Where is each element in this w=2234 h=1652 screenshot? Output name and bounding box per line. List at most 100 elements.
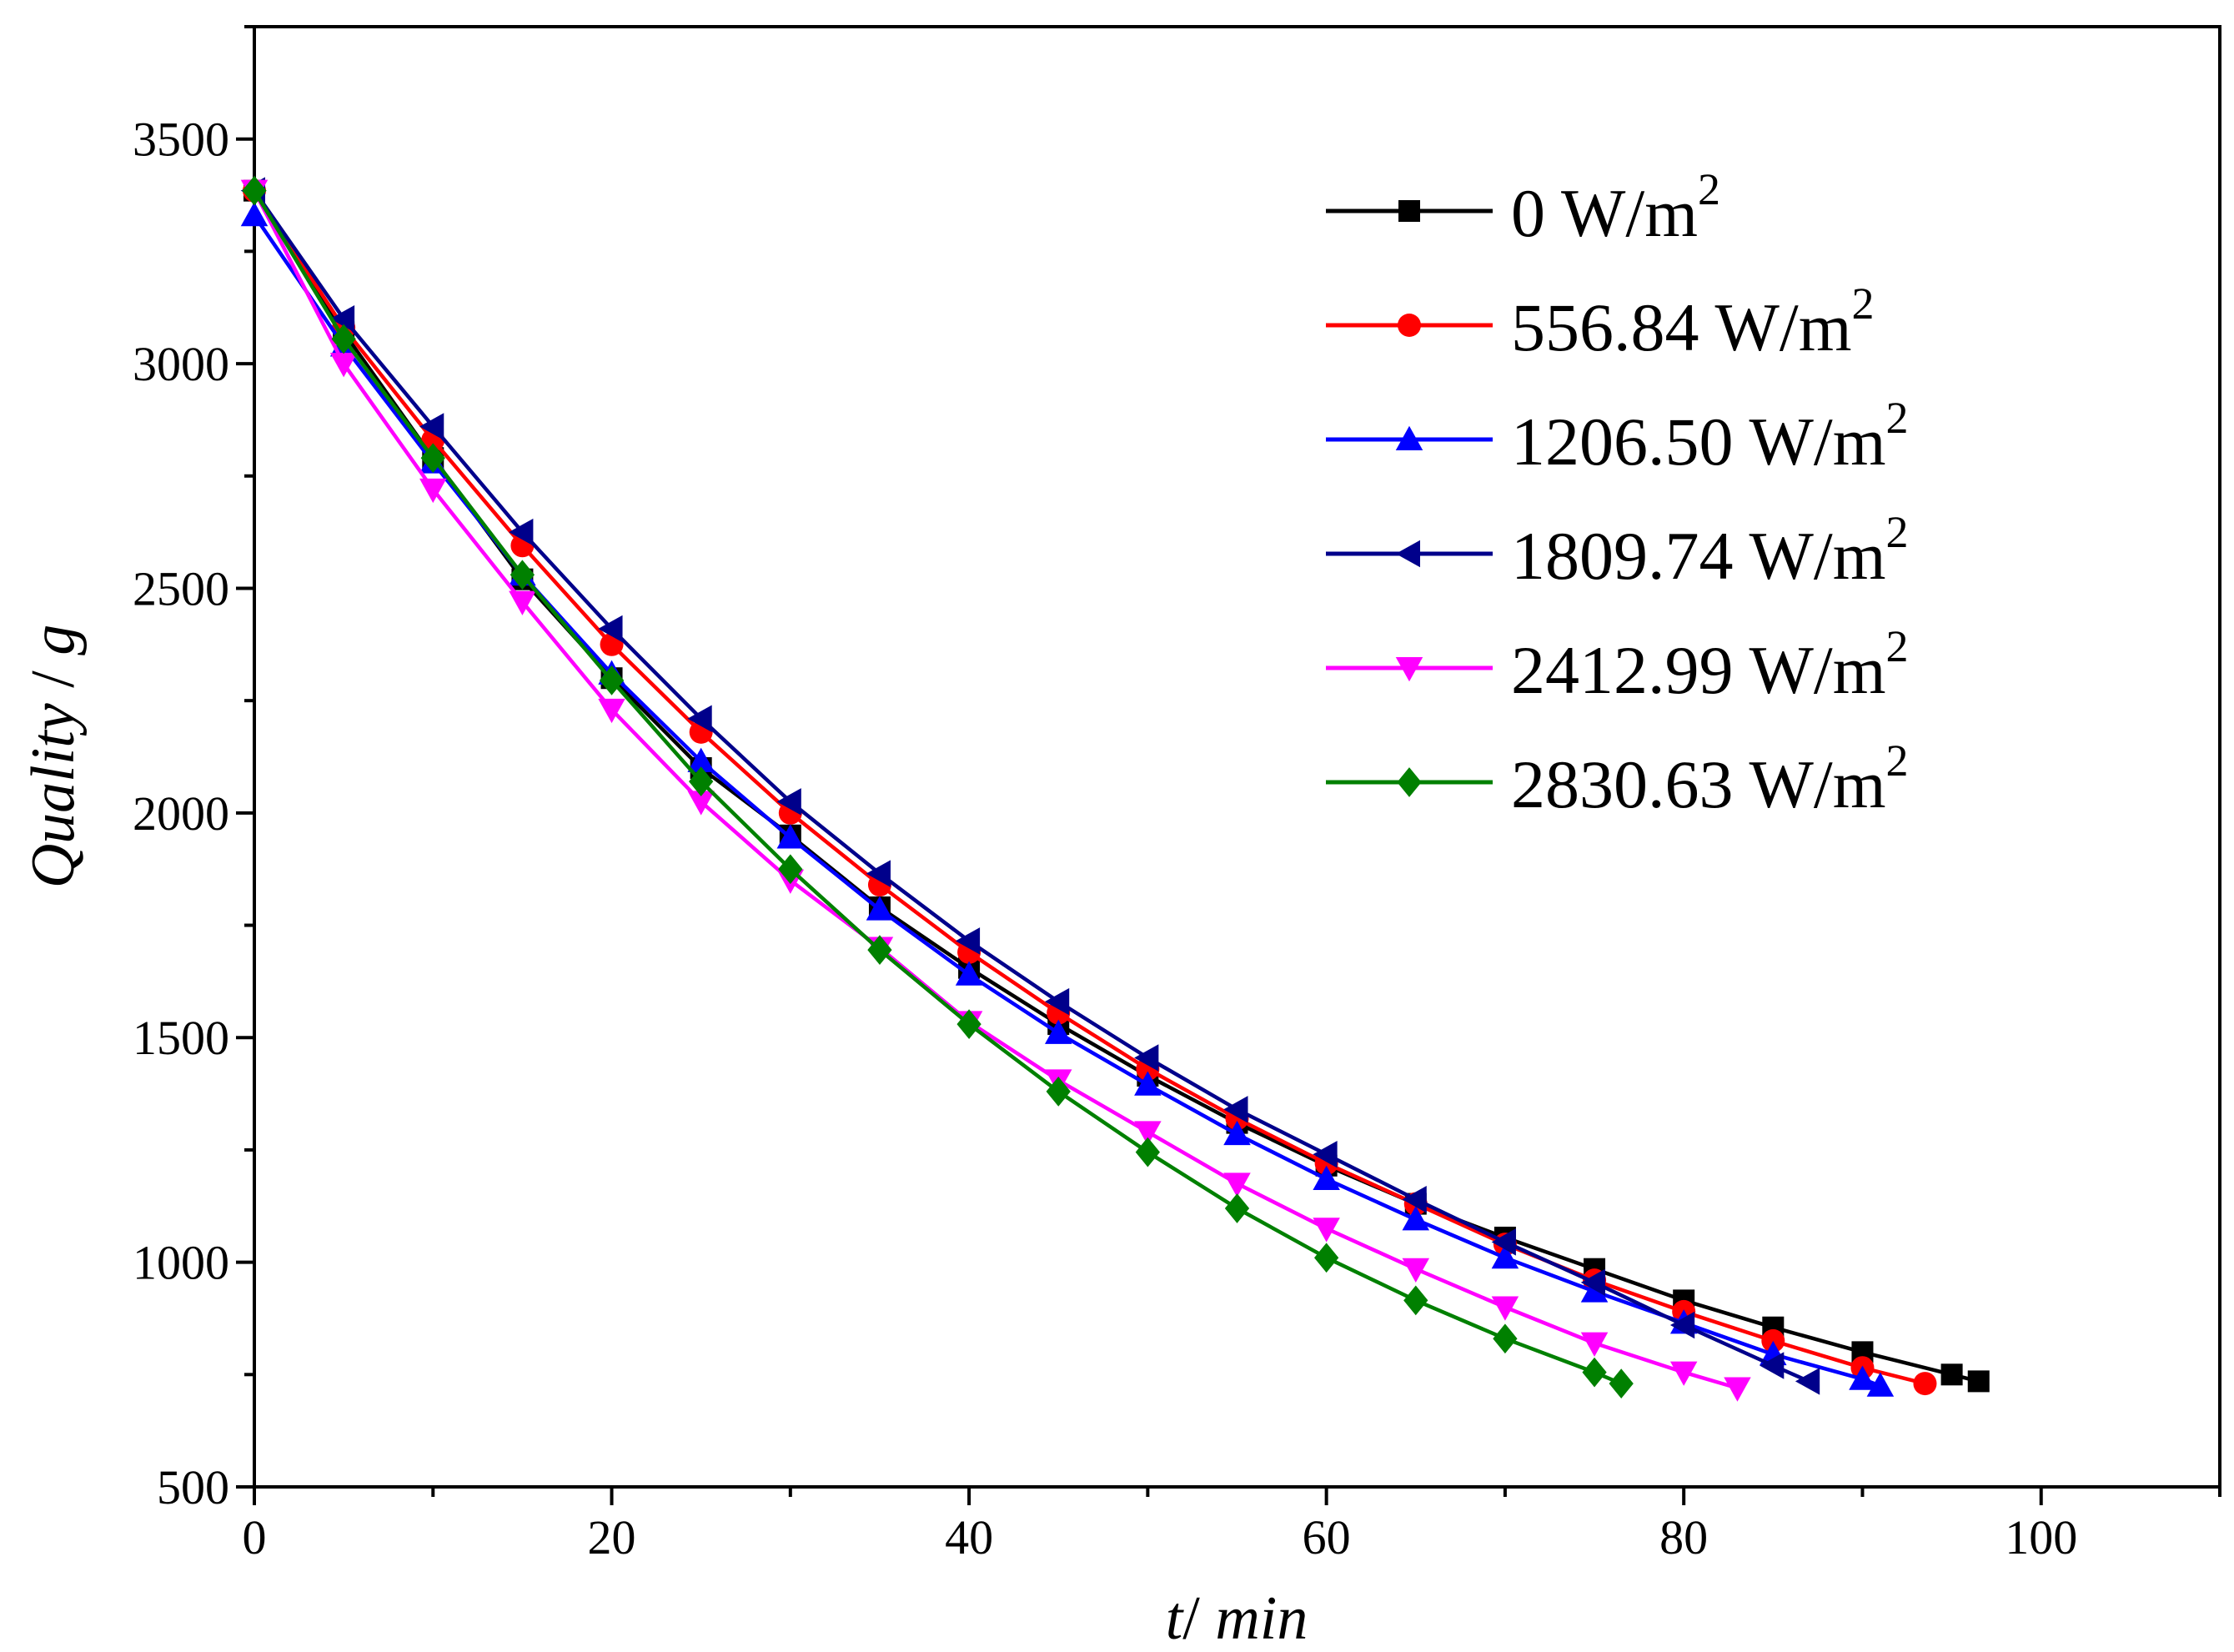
legend-label-main: 2412.99 W/m (1511, 632, 1885, 708)
marker-triangle-left (1760, 1352, 1785, 1379)
marker-triangle-left (1313, 1141, 1338, 1168)
marker-triangle-up (240, 202, 269, 227)
marker-diamond (242, 175, 267, 206)
marker-diamond (1493, 1323, 1518, 1354)
legend-label-main: 556.84 W/m (1511, 289, 1851, 365)
plot-frame (253, 25, 2221, 1489)
marker-triangle-left (1491, 1228, 1516, 1256)
marker-triangle-left (1795, 1368, 1820, 1395)
x-axis-title-sep: / (1182, 1584, 1215, 1652)
series-4 (240, 177, 1820, 1395)
x-tick-label: 40 (945, 1510, 993, 1564)
y-tick-label: 3500 (133, 113, 229, 167)
marker-triangle-up (776, 824, 805, 849)
marker-triangle-up (1044, 1019, 1072, 1044)
marker-diamond (1403, 1285, 1428, 1316)
y-tick-label: 3000 (133, 337, 229, 391)
marker-triangle-down (598, 698, 625, 724)
x-tick-label: 60 (1303, 1510, 1351, 1564)
marker-diamond (689, 766, 714, 797)
marker-triangle-left (955, 927, 981, 955)
series-6 (242, 175, 1634, 1398)
marker-triangle-up (1134, 1071, 1162, 1096)
marker-triangle-up (955, 961, 983, 986)
legend-item: 1809.74 W/m2 (1326, 507, 1908, 594)
marker-triangle-down (1724, 1377, 1751, 1402)
marker-diamond (1582, 1357, 1607, 1388)
legend-label-sup: 2 (1885, 393, 1908, 443)
marker-square (1940, 1363, 1963, 1386)
marker-diamond (1046, 1077, 1071, 1107)
marker-circle (1913, 1372, 1937, 1396)
x-tick-label: 100 (2005, 1510, 2077, 1564)
legend-item: 2830.63 W/m2 (1326, 736, 1908, 822)
marker-triangle-up (1395, 425, 1423, 450)
marker-diamond (331, 324, 356, 354)
marker-triangle-up (1313, 1165, 1340, 1190)
marker-diamond (420, 443, 445, 474)
y-axis-title: Quality / g (19, 625, 88, 889)
marker-triangle-up (1491, 1243, 1519, 1269)
marker-triangle-down (1134, 1121, 1162, 1146)
tick-labels: 0 20 40 60 80 100 500 1000 1500 2000 2500 3000 3500 (133, 113, 2077, 1564)
legend-label: 1206.50 W/m2 (1511, 393, 1908, 480)
legend-label-main: 0 W/m (1511, 175, 1698, 251)
x-axis-title-var: t (1166, 1584, 1185, 1652)
legend-label: 0 W/m2 (1511, 164, 1720, 251)
x-tick-label: 20 (588, 1510, 636, 1564)
marker-triangle-down (687, 791, 715, 816)
marker-diamond (1135, 1137, 1160, 1167)
marker-triangle-down (1313, 1218, 1340, 1243)
marker-triangle-left (687, 705, 712, 732)
marker-triangle-down (329, 353, 358, 378)
x-axis-title: t/ min (1166, 1584, 1308, 1652)
legend-item: 556.84 W/m2 (1326, 279, 1874, 365)
marker-triangle-left (1669, 1311, 1695, 1339)
marker-triangle-down (1402, 1258, 1430, 1283)
legend-item: 0 W/m2 (1326, 164, 1720, 251)
marker-diamond (956, 1009, 981, 1039)
marker-diamond (1314, 1243, 1339, 1273)
series-line (253, 189, 1925, 1386)
marker-triangle-up (866, 896, 894, 921)
marker-triangle-down (419, 478, 447, 504)
legend-label: 2412.99 W/m2 (1511, 621, 1908, 708)
marker-diamond (510, 560, 535, 590)
y-axis-title-unit: g (19, 625, 88, 655)
marker-triangle-up (1402, 1206, 1430, 1231)
marker-triangle-left (1044, 987, 1070, 1016)
marker-triangle-up (1866, 1372, 1895, 1397)
marker-circle (1398, 314, 1421, 337)
y-tick-label: 2000 (133, 786, 229, 841)
marker-triangle-down (1395, 657, 1423, 682)
axis-ticks (236, 25, 2221, 1505)
marker-triangle-up (1580, 1278, 1609, 1303)
legend-label-sup: 2 (1885, 621, 1908, 671)
marker-triangle-left (509, 518, 534, 546)
legend-label: 556.84 W/m2 (1511, 279, 1874, 365)
x-tick-label: 0 (243, 1510, 267, 1564)
marker-diamond (599, 665, 625, 695)
legend-item: 1206.50 W/m2 (1326, 393, 1908, 480)
marker-triangle-left (1395, 540, 1420, 568)
marker-triangle-left (329, 304, 355, 333)
x-tick-label: 80 (1659, 1510, 1708, 1564)
y-tick-label: 2500 (133, 561, 229, 615)
legend-label-sup: 2 (1885, 736, 1908, 786)
legend-label-sup: 2 (1851, 279, 1874, 329)
marker-diamond (1397, 767, 1422, 797)
marker-triangle-left (419, 413, 444, 440)
marker-triangle-left (1134, 1044, 1159, 1072)
marker-square (1967, 1370, 1990, 1393)
marker-triangle-down (509, 590, 536, 615)
marker-triangle-up (687, 747, 715, 772)
marker-diamond (1224, 1193, 1250, 1223)
y-axis-title-var: Quality (19, 703, 88, 888)
marker-triangle-down (1491, 1296, 1519, 1321)
marker-diamond (1609, 1368, 1634, 1398)
y-axis-title-sep: / (19, 655, 88, 704)
marker-triangle-left (598, 615, 623, 643)
legend-label: 2830.63 W/m2 (1511, 736, 1908, 822)
